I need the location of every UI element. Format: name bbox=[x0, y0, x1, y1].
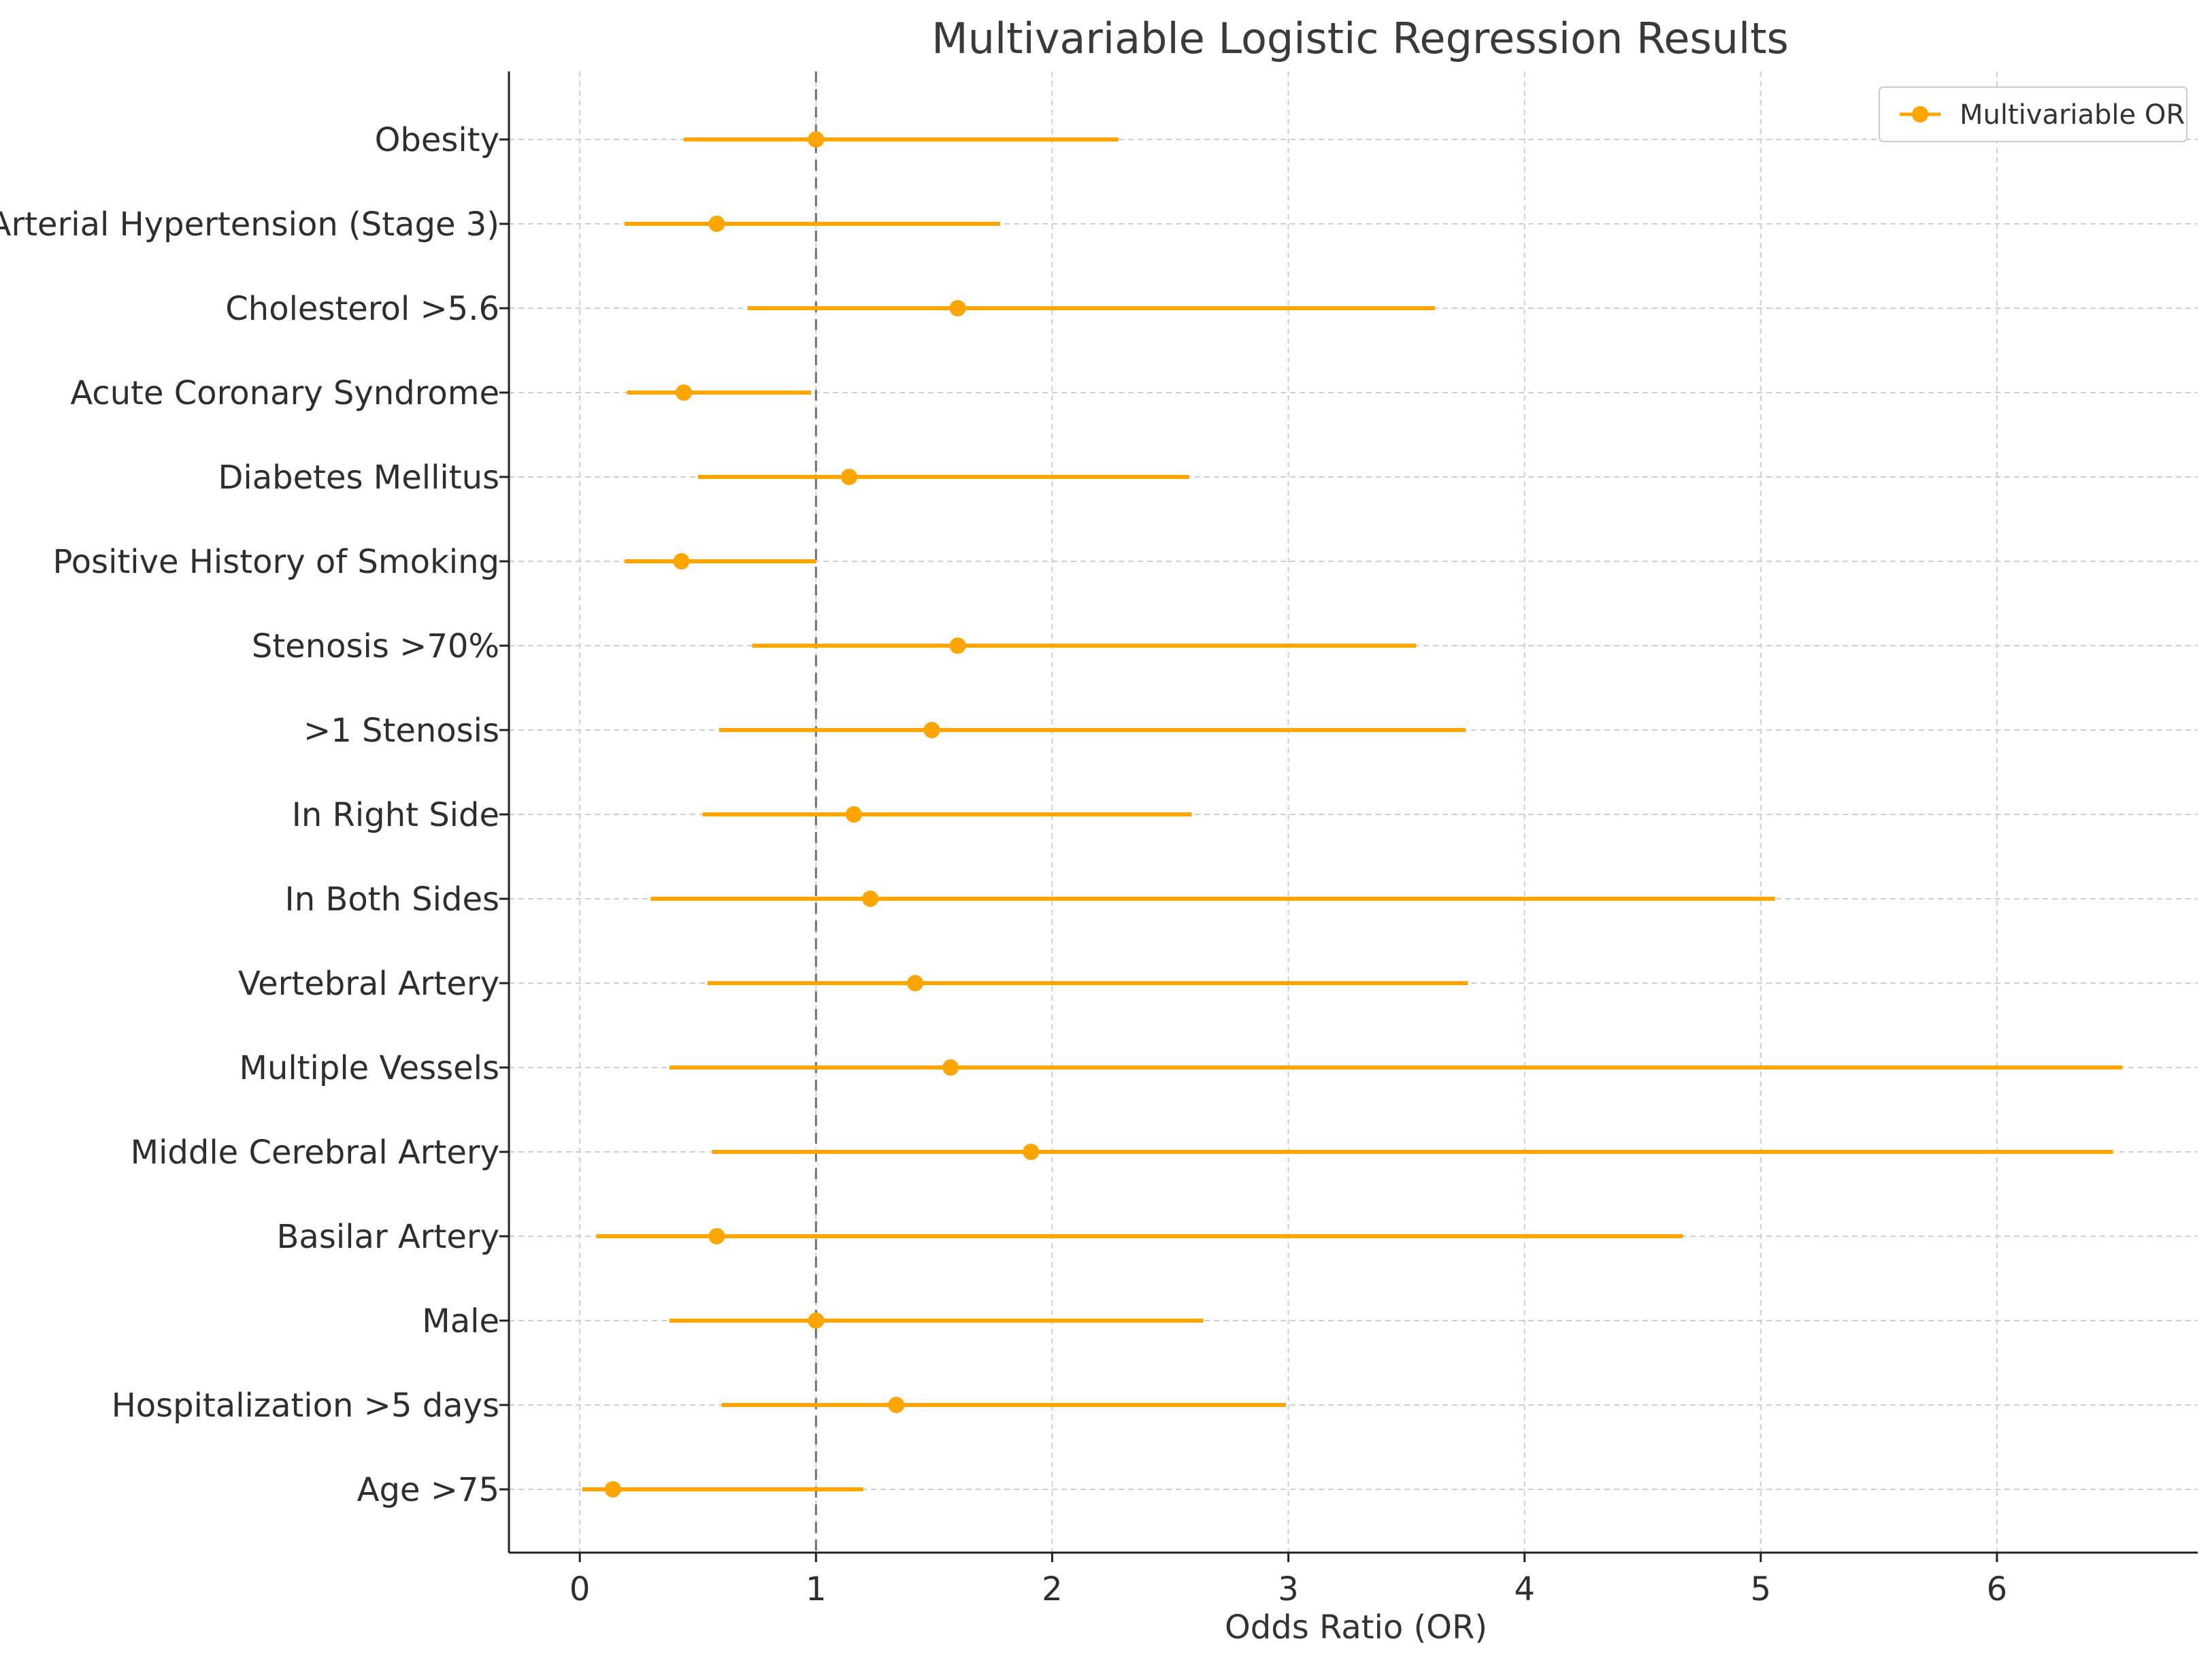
or-point bbox=[673, 553, 690, 569]
y-tick-label: Hospitalization >5 days bbox=[112, 1387, 499, 1425]
x-tick-label: 4 bbox=[1514, 1570, 1535, 1608]
y-tick-label: Multiple Vessels bbox=[240, 1049, 499, 1087]
tick-labels: Obesity Arterial Hypertension (Stage 3) Ch… bbox=[0, 121, 2007, 1608]
y-tick-label: Acute Coronary Syndrome bbox=[70, 374, 499, 412]
x-tick-label: 3 bbox=[1278, 1570, 1299, 1608]
x-tick-label: 6 bbox=[1987, 1570, 2008, 1608]
chart-title: Multivariable Logistic Regression Result… bbox=[931, 14, 1789, 63]
y-tick-label: Stenosis >70% bbox=[252, 627, 499, 665]
y-tick-label: Age >75 bbox=[357, 1471, 499, 1509]
x-tick-label: 5 bbox=[1751, 1570, 1772, 1608]
x-axis-label: Odds Ratio (OR) bbox=[1225, 1608, 1487, 1647]
y-tick-label: Positive History of Smoking bbox=[53, 543, 499, 581]
axes bbox=[499, 71, 2198, 1562]
data-series bbox=[582, 131, 2122, 1498]
legend-frame bbox=[1879, 86, 2188, 142]
legend-marker-dot bbox=[1912, 106, 1928, 122]
or-point bbox=[949, 300, 966, 316]
x-tick-label: 1 bbox=[806, 1570, 827, 1608]
or-point bbox=[862, 891, 879, 907]
y-tick-label: >1 Stenosis bbox=[303, 712, 499, 750]
or-point bbox=[708, 1228, 725, 1244]
or-point bbox=[604, 1481, 621, 1498]
or-point bbox=[888, 1397, 905, 1413]
legend: Multivariable OR bbox=[1879, 86, 2188, 142]
x-tick-label: 2 bbox=[1042, 1570, 1063, 1608]
legend-label: Multivariable OR bbox=[1960, 99, 2185, 131]
y-tick-label: In Both Sides bbox=[285, 880, 499, 919]
y-tick-label: In Right Side bbox=[292, 796, 499, 834]
y-tick-label: Male bbox=[422, 1302, 499, 1340]
or-point bbox=[845, 806, 862, 823]
or-point bbox=[840, 469, 857, 485]
y-tick-label: Arterial Hypertension (Stage 3) bbox=[0, 205, 499, 244]
x-tick-label: 0 bbox=[569, 1570, 591, 1608]
or-point bbox=[708, 216, 725, 232]
y-tick-label: Basilar Artery bbox=[277, 1218, 500, 1256]
or-point bbox=[923, 722, 940, 738]
y-tick-label: Obesity bbox=[375, 121, 499, 159]
or-point bbox=[808, 131, 825, 148]
or-point bbox=[675, 384, 692, 401]
or-point bbox=[907, 975, 924, 991]
y-tick-label: Middle Cerebral Artery bbox=[131, 1134, 499, 1172]
or-point bbox=[942, 1059, 959, 1076]
y-tick-label: Vertebral Artery bbox=[238, 965, 499, 1003]
or-point bbox=[808, 1312, 825, 1329]
or-point bbox=[949, 638, 966, 654]
or-point bbox=[1023, 1144, 1040, 1160]
y-tick-label: Diabetes Mellitus bbox=[218, 459, 499, 497]
y-tick-label: Cholesterol >5.6 bbox=[225, 290, 499, 328]
